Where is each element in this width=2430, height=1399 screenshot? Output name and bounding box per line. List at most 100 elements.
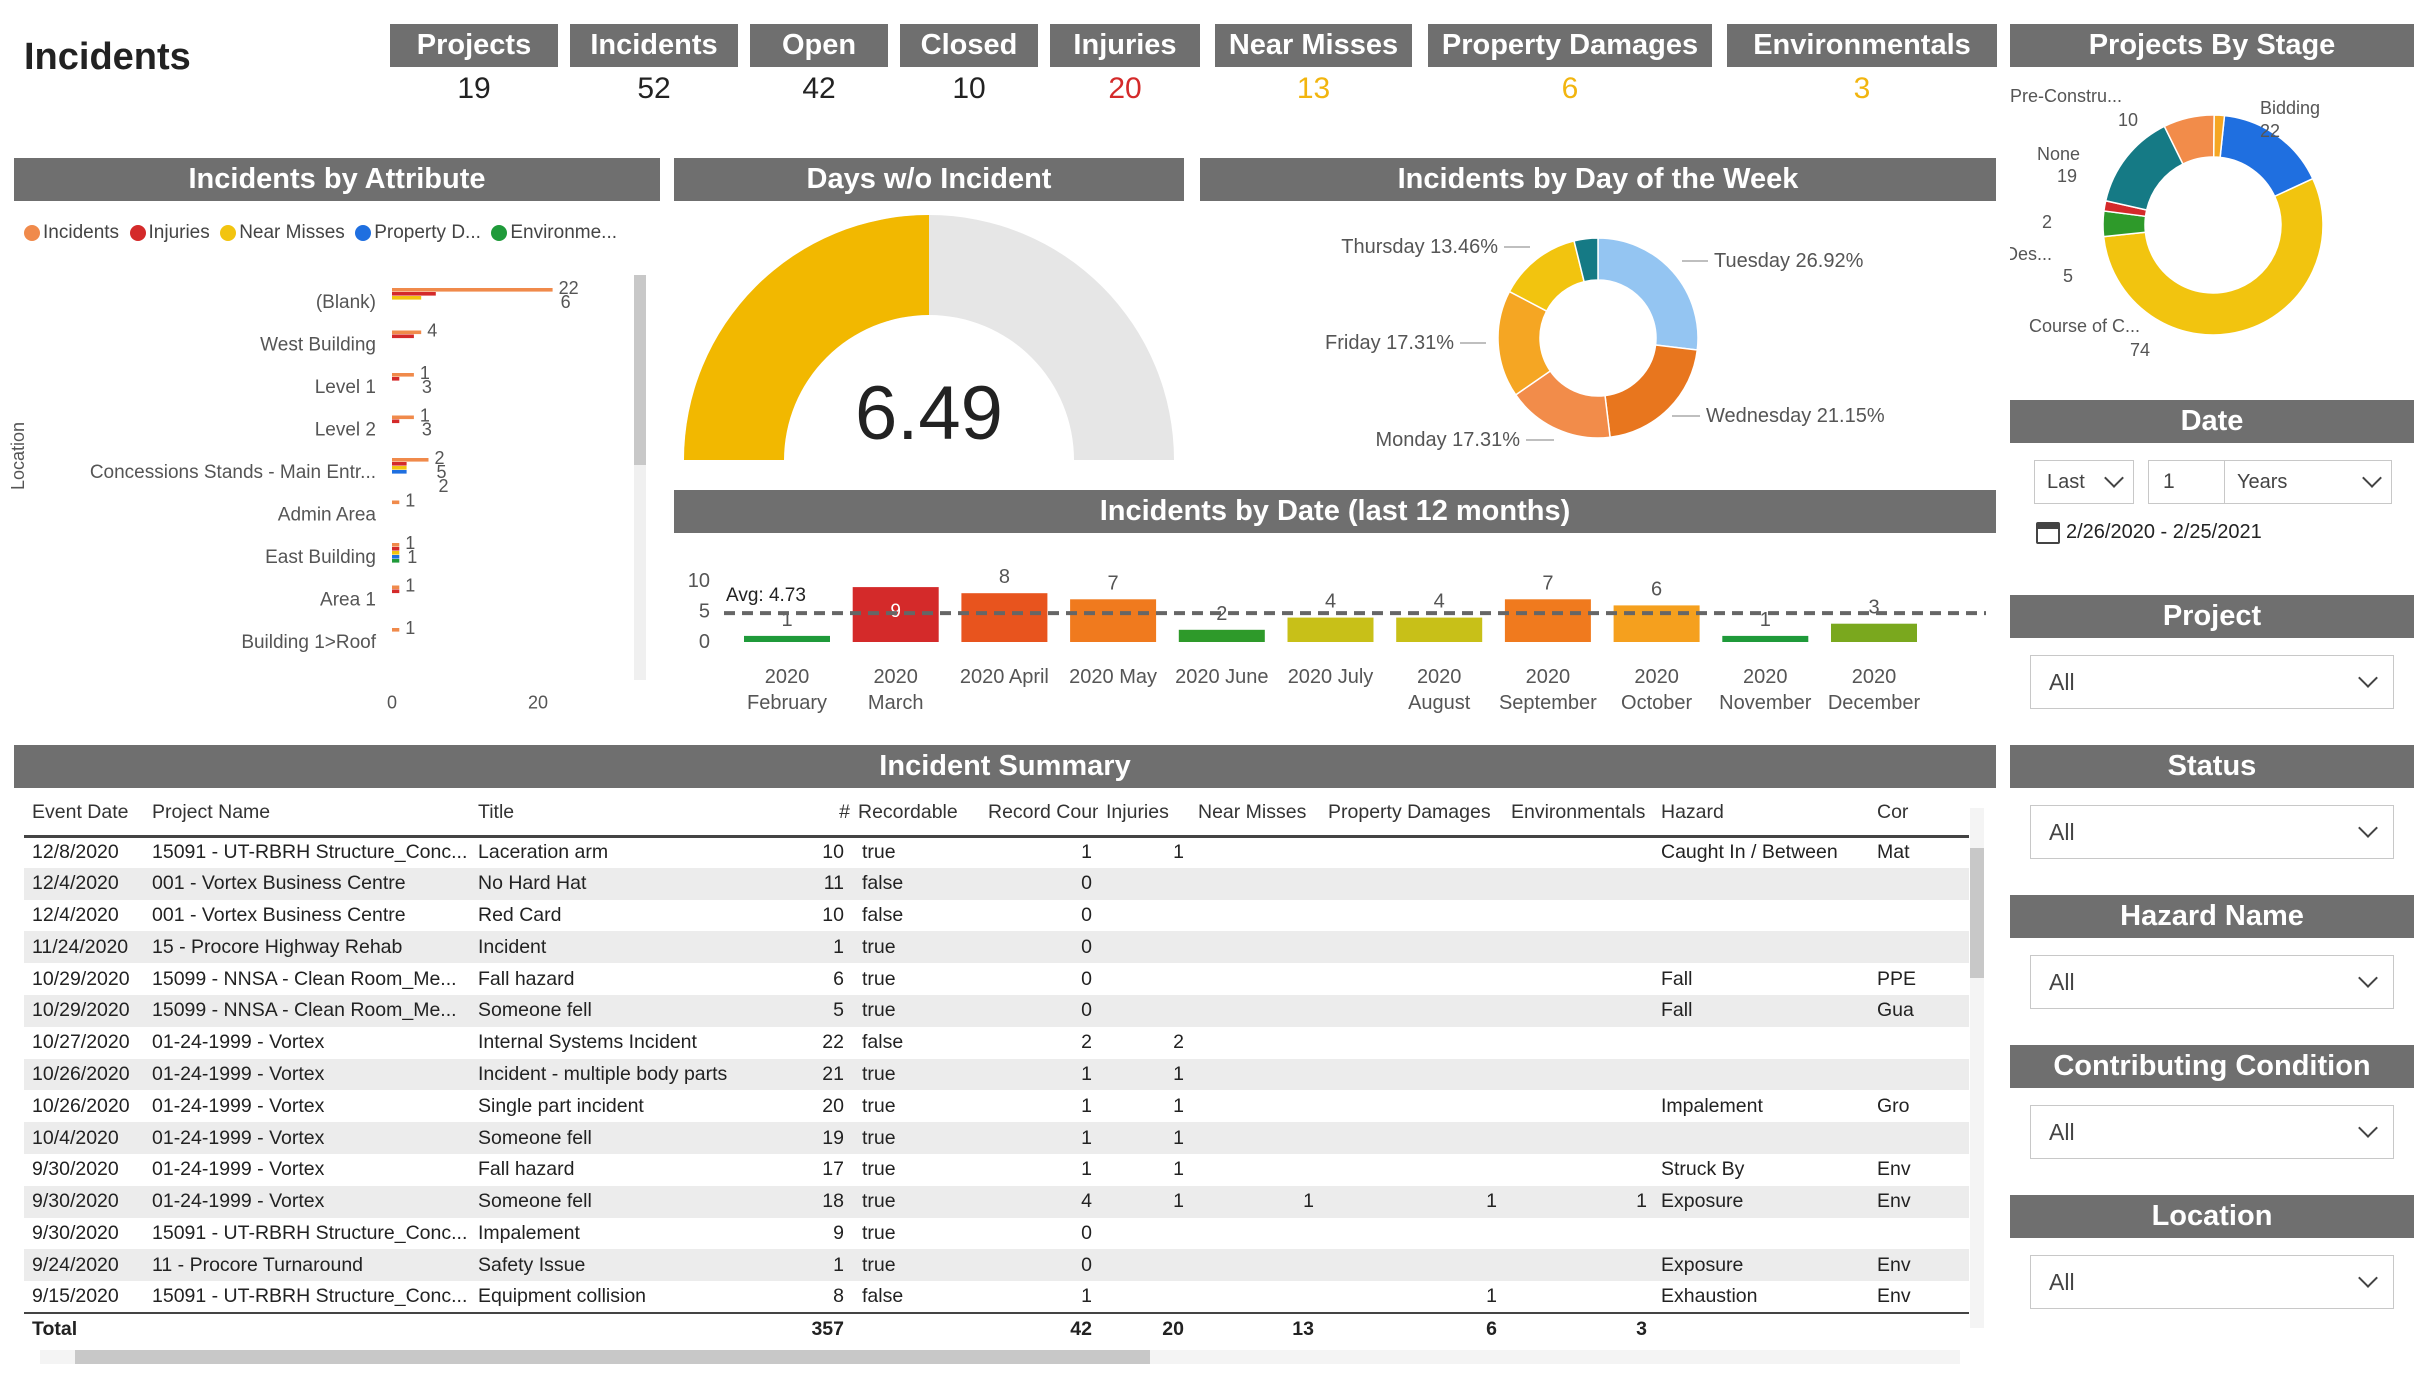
- attribute-bar[interactable]: [392, 500, 400, 505]
- attribute-scrollbar[interactable]: [634, 275, 646, 680]
- column-header[interactable]: Event Date: [24, 790, 144, 838]
- attribute-bar[interactable]: [392, 466, 407, 470]
- dow-slice[interactable]: [1604, 344, 1699, 439]
- legend-item-property[interactable]: Property D...: [355, 222, 481, 244]
- data-label: 3: [422, 420, 432, 440]
- date-bar[interactable]: [1070, 599, 1157, 642]
- attribute-bar[interactable]: [392, 334, 414, 339]
- date-bar[interactable]: [744, 635, 830, 642]
- scrollbar-thumb[interactable]: [634, 275, 646, 465]
- status-dropdown[interactable]: All: [2030, 805, 2394, 859]
- table-row[interactable]: 10/26/2020 01-24-1999 - Vortex Single part…: [24, 1090, 1969, 1123]
- attribute-bar[interactable]: [392, 419, 400, 424]
- attribute-bar[interactable]: [392, 288, 553, 292]
- table-row[interactable]: 11/24/2020 15 - Procore Highway Rehab Inci…: [24, 931, 1969, 964]
- stage-slice[interactable]: [2102, 177, 2324, 336]
- date-bar[interactable]: [1396, 617, 1483, 642]
- attribute-bar[interactable]: [392, 296, 422, 300]
- bar-value-label: 3: [1868, 597, 1879, 619]
- date-bar[interactable]: [1178, 629, 1265, 642]
- column-header[interactable]: Environmentals: [1503, 790, 1653, 838]
- calendar-icon[interactable]: [2036, 522, 2060, 544]
- legend-item-near-misses[interactable]: Near Misses: [220, 222, 345, 244]
- attribute-bar[interactable]: [392, 377, 400, 381]
- kpi-label: Property Damages: [1428, 24, 1712, 67]
- date-bar[interactable]: [1831, 623, 1917, 642]
- table-cell: 22: [800, 1026, 850, 1059]
- table-cell: 001 - Vortex Business Centre: [144, 899, 470, 932]
- date-bar[interactable]: [961, 593, 1048, 642]
- column-header[interactable]: Injuries: [1098, 790, 1190, 838]
- scrollbar-thumb[interactable]: [1970, 848, 1984, 978]
- attribute-bar[interactable]: [392, 330, 422, 335]
- column-header[interactable]: #: [800, 790, 850, 838]
- table-vertical-scrollbar[interactable]: [1970, 808, 1984, 1328]
- attribute-bar[interactable]: [392, 551, 400, 555]
- table-row[interactable]: 12/4/2020 001 - Vortex Business Centre No …: [24, 867, 1969, 900]
- table-row[interactable]: 10/29/2020 15099 - NNSA - Clean Room_Me..…: [24, 994, 1969, 1027]
- attribute-bar[interactable]: [392, 470, 407, 474]
- attribute-bar[interactable]: [392, 589, 400, 594]
- condition-dropdown[interactable]: All: [2030, 1105, 2394, 1159]
- hazard-dropdown[interactable]: All: [2030, 955, 2394, 1009]
- table-row[interactable]: 12/8/2020 15091 - UT-RBRH Structure_Conc.…: [24, 836, 1969, 868]
- date-count-input[interactable]: 1: [2148, 460, 2226, 504]
- column-header[interactable]: Near Misses: [1190, 790, 1320, 838]
- page-title: Incidents: [24, 36, 191, 78]
- attribute-bar[interactable]: [392, 628, 400, 632]
- column-header[interactable]: Record Count: [980, 790, 1098, 838]
- stage-slice[interactable]: [2212, 114, 2226, 159]
- table-row[interactable]: 9/24/2020 11 - Procore Turnaround Safety I…: [24, 1249, 1969, 1282]
- attribute-bar[interactable]: [392, 585, 400, 590]
- table-row[interactable]: 10/29/2020 15099 - NNSA - Clean Room_Me..…: [24, 963, 1969, 995]
- table-row[interactable]: 10/26/2020 01-24-1999 - Vortex Incident - …: [24, 1058, 1969, 1091]
- date-bar[interactable]: [1504, 599, 1591, 642]
- attribute-bar[interactable]: [392, 458, 429, 462]
- total-cell: 3: [1503, 1311, 1653, 1345]
- attribute-bar[interactable]: [392, 415, 414, 420]
- column-header[interactable]: Recordable: [850, 790, 980, 838]
- table-cell: [1320, 867, 1503, 900]
- table-cell: [1320, 836, 1503, 868]
- attribute-bar[interactable]: [392, 547, 400, 551]
- total-cell: 13: [1190, 1311, 1320, 1345]
- attribute-bar[interactable]: [392, 559, 400, 563]
- table-row[interactable]: 10/4/2020 01-24-1999 - Vortex Someone fell…: [24, 1122, 1969, 1154]
- attribute-bar[interactable]: [392, 462, 407, 466]
- table-row[interactable]: 9/30/2020 15091 - UT-RBRH Structure_Conc.…: [24, 1217, 1969, 1250]
- table-row[interactable]: 9/30/2020 01-24-1999 - Vortex Someone fell…: [24, 1185, 1969, 1218]
- dow-slice[interactable]: [1597, 237, 1699, 351]
- incident-summary-table: Event Date Project Name Title # Recordable Re…: [24, 790, 1969, 1345]
- location-dropdown[interactable]: All: [2030, 1255, 2394, 1309]
- attribute-bar[interactable]: [392, 543, 400, 547]
- table-horizontal-scrollbar[interactable]: [40, 1350, 1960, 1364]
- category-label: West Building: [260, 335, 376, 356]
- column-header[interactable]: Cor: [1869, 790, 1969, 838]
- table-row[interactable]: 9/15/2020 15091 - UT-RBRH Structure_Conc.…: [24, 1281, 1969, 1313]
- date-bar-chart: 105012020February92020March82020 April72…: [688, 566, 1986, 714]
- legend-item-injuries[interactable]: Injuries: [129, 222, 210, 244]
- date-mode-dropdown[interactable]: Last: [2034, 460, 2134, 504]
- date-bar[interactable]: [1722, 635, 1809, 642]
- column-header[interactable]: Title: [470, 790, 800, 838]
- table-cell: 15091 - UT-RBRH Structure_Conc...: [144, 1217, 470, 1250]
- table-row[interactable]: 12/4/2020 001 - Vortex Business Centre Red…: [24, 899, 1969, 932]
- table-cell: 1: [980, 1090, 1098, 1123]
- project-dropdown[interactable]: All: [2030, 655, 2394, 709]
- date-bar[interactable]: [1613, 605, 1700, 642]
- table-row[interactable]: 10/27/2020 01-24-1999 - Vortex Internal Sy…: [24, 1026, 1969, 1059]
- date-bar[interactable]: [1287, 617, 1374, 642]
- scrollbar-thumb[interactable]: [75, 1350, 1150, 1364]
- column-header[interactable]: Hazard: [1653, 790, 1869, 838]
- table-cell: false: [850, 1026, 980, 1059]
- attribute-bar[interactable]: [392, 292, 436, 296]
- table-row[interactable]: 9/30/2020 01-24-1999 - Vortex Fall hazard 1…: [24, 1153, 1969, 1186]
- column-header[interactable]: Project Name: [144, 790, 470, 838]
- column-header[interactable]: Property Damages: [1320, 790, 1503, 838]
- date-unit-dropdown[interactable]: Years: [2224, 460, 2392, 504]
- legend-item-incidents[interactable]: Incidents: [24, 222, 119, 244]
- attribute-bar[interactable]: [392, 555, 400, 559]
- legend-item-environmental[interactable]: Environme...: [491, 222, 617, 244]
- attribute-bar[interactable]: [392, 373, 414, 377]
- dow-slice[interactable]: [1573, 237, 1599, 283]
